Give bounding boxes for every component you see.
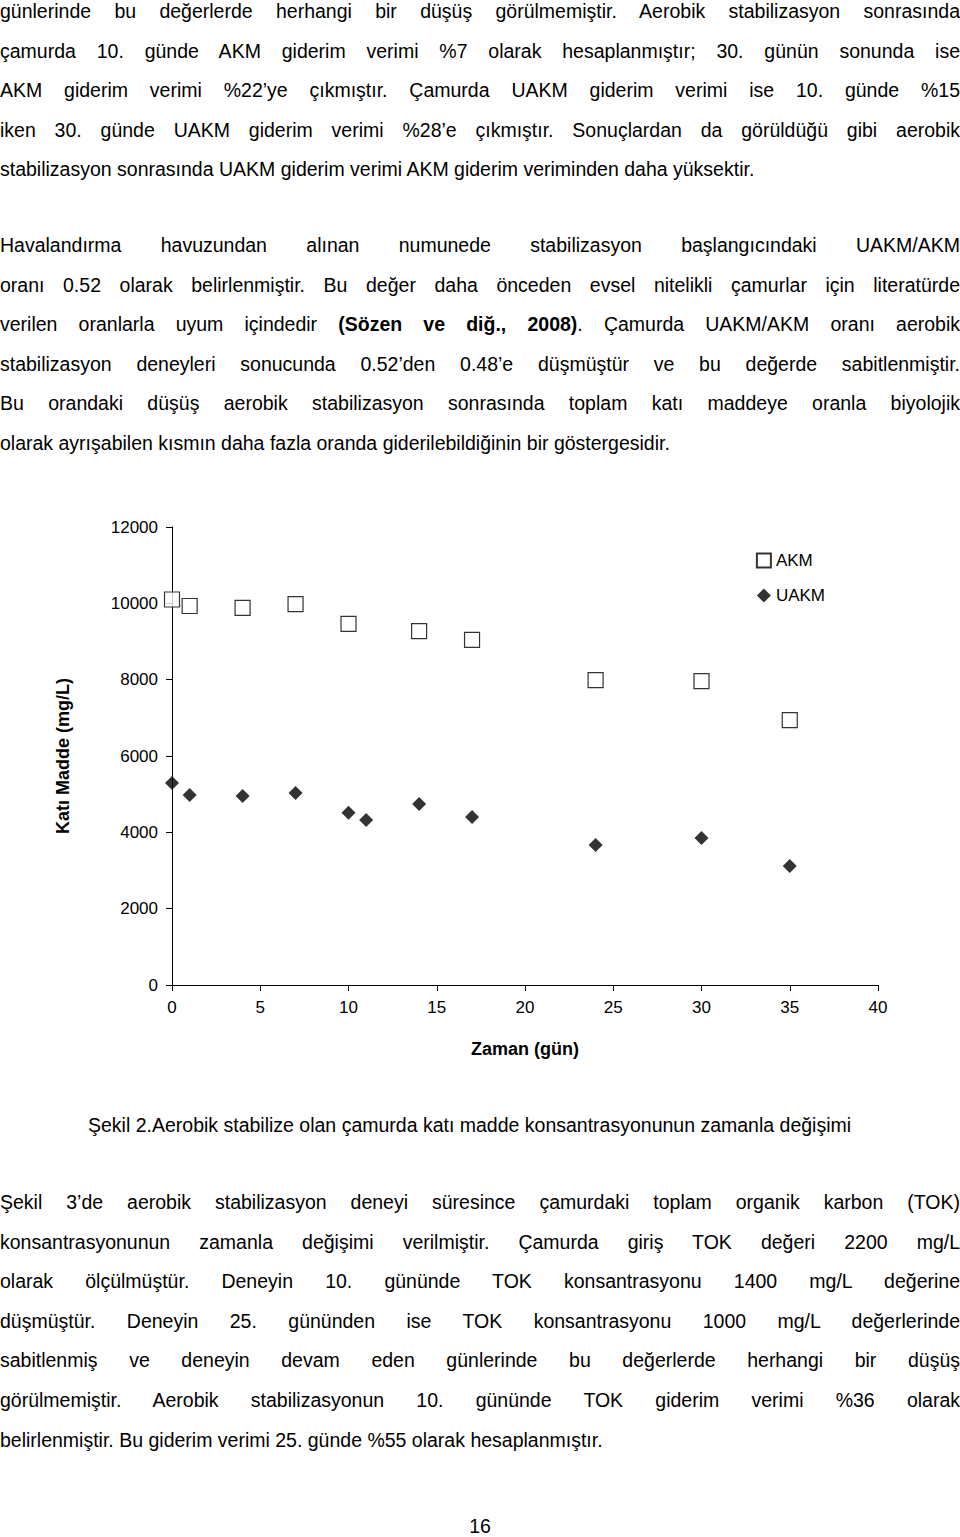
svg-text:6000: 6000 (120, 747, 158, 766)
svg-text:5: 5 (256, 998, 265, 1017)
svg-text:AKM: AKM (776, 551, 813, 570)
svg-text:10: 10 (339, 998, 358, 1017)
svg-text:25: 25 (604, 998, 623, 1017)
html-text:olarak ölçülmüştür. Deneyin 10: olarak ölçülmüştür. Deneyin 10. gününde … (0, 1270, 960, 1293)
svg-text:Zaman (gün): Zaman (gün) (471, 1039, 579, 1059)
svg-text:0: 0 (149, 976, 158, 995)
svg-text:UAKM: UAKM (776, 586, 825, 605)
html-text:Havalandırma havuzundan alınan: Havalandırma havuzundan alınan numunede … (0, 234, 960, 256)
html-text:verilen oranlarla uyum içinded: verilen oranlarla uyum içindedir (Sözen … (0, 313, 960, 336)
html-text:çamurda 10. günde AKM giderim: çamurda 10. günde AKM giderim verimi %7 … (0, 39, 960, 62)
svg-text:15: 15 (427, 998, 446, 1017)
svg-text:40: 40 (869, 998, 888, 1017)
svg-text:10000: 10000 (111, 594, 158, 613)
svg-text:8000: 8000 (120, 670, 158, 689)
svg-text:30: 30 (692, 998, 711, 1017)
html-text:Bu orandaki düşüş aerobik stab: Bu orandaki düşüş aerobik stabilizasyon … (0, 392, 960, 415)
html-text:belirlenmiştir. Bu giderim ver: belirlenmiştir. Bu giderim verimi 25. gü… (0, 1428, 603, 1451)
svg-text:35: 35 (780, 998, 799, 1017)
html-text:stabilizasyon sonrasında UAKM: stabilizasyon sonrasında UAKM giderim ve… (0, 158, 755, 181)
html-text:16: 16 (469, 1515, 491, 1537)
svg-text:0: 0 (167, 998, 176, 1017)
html-text:olarak ayrışabilen kısmın daha: olarak ayrışabilen kısmın daha fazla ora… (0, 432, 670, 454)
html-text:konsantrasyonunun zamanla deği: konsantrasyonunun zamanla değişimi veril… (0, 1230, 960, 1253)
html-text:görülmemiştir. Aerobik stabili: görülmemiştir. Aerobik stabilizasyonun 1… (0, 1389, 960, 1411)
html-text:Şekil 2.Aerobik stabilize olan: Şekil 2.Aerobik stabilize olan çamurda k… (88, 1114, 852, 1136)
html-text:sabitlenmiş ve deneyin devam e: sabitlenmiş ve deneyin devam eden günler… (0, 1349, 960, 1372)
html-text:günlerinde bu değerlerde herha: günlerinde bu değerlerde herhangi bir dü… (0, 0, 960, 22)
svg-text:4000: 4000 (120, 823, 158, 842)
html-text:iken 30. günde UAKM giderim ve: iken 30. günde UAKM giderim verimi %28’e… (0, 118, 960, 141)
svg-text:12000: 12000 (111, 518, 158, 537)
html-text:oranı 0.52 olarak belirlenmişt: oranı 0.52 olarak belirlenmiştir. Bu değ… (0, 273, 960, 296)
html-text:düşmüştür. Deneyin 25. gününde: düşmüştür. Deneyin 25. gününden ise TOK … (0, 1309, 960, 1332)
svg-text:2000: 2000 (120, 899, 158, 918)
html-text:AKM giderim verimi %22’ye çıkm: AKM giderim verimi %22’ye çıkmıştır. Çam… (0, 79, 960, 102)
html-text:stabilizasyon deneyleri sonucu: stabilizasyon deneyleri sonucunda 0.52’d… (0, 352, 960, 375)
svg-text:20: 20 (516, 998, 535, 1017)
svg-text:Katı Madde (mg/L): Katı Madde (mg/L) (53, 678, 73, 834)
html-text:Şekil 3’de aerobik stabilizasy: Şekil 3’de aerobik stabilizasyon deneyi … (0, 1191, 960, 1213)
